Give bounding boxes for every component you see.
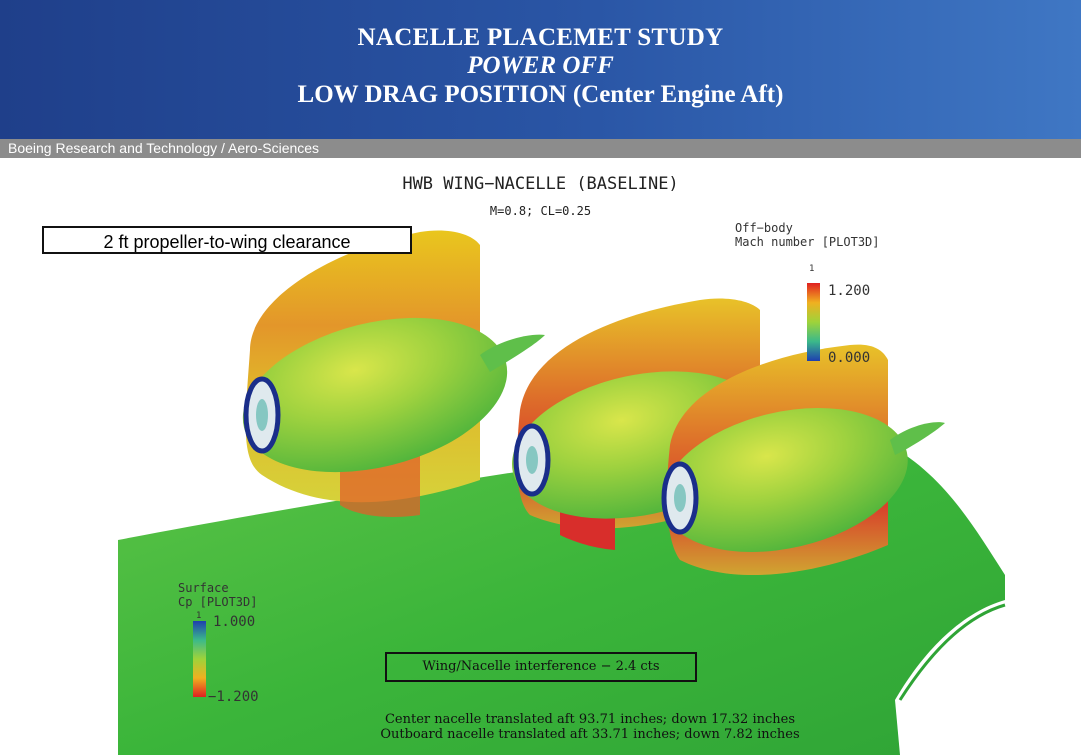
nacelle-right [661, 344, 945, 576]
surface-legend-title-2: Cp [PLOT3D] [178, 595, 258, 609]
surface-legend-max: 1.000 [213, 614, 256, 630]
surface-legend-min: −1.200 [208, 689, 259, 705]
header-position: LOW DRAG POSITION (Center Engine Aft) [297, 81, 784, 108]
nacelle-left [242, 230, 545, 517]
offbody-color-scale [807, 283, 820, 361]
offbody-legend-title-1: Off−body [735, 221, 793, 235]
org-label: Boeing Research and Technology / Aero-Sc… [8, 140, 320, 156]
header-condition: POWER OFF [467, 52, 614, 79]
offbody-legend-max: 1.200 [828, 283, 871, 299]
offbody-legend-min: 0.000 [828, 350, 871, 366]
surface-legend-title-1: Surface [178, 581, 229, 595]
wing-trailing-edge [895, 600, 1005, 755]
outboard-nacelle-note: Outboard nacelle translated aft 33.71 in… [380, 727, 800, 742]
plot-title: HWB WING−NACELLE (BASELINE) [402, 174, 679, 194]
surface-legend-index: 1 [196, 611, 202, 621]
offbody-legend-title-2: Mach number [PLOT3D] [735, 235, 880, 249]
clearance-callout: 2 ft propeller-to-wing clearance [42, 226, 412, 254]
header-title: NACELLE PLACEMET STUDY [357, 24, 724, 51]
offbody-legend-index: 1 [809, 264, 815, 274]
flow-conditions: M=0.8; CL=0.25 [489, 204, 592, 218]
center-nacelle-note: Center nacelle translated aft 93.71 inch… [384, 712, 796, 727]
org-bar: Boeing Research and Technology / Aero-Sc… [0, 139, 1081, 158]
interference-callout: Wing/Nacelle interference − 2.4 cts [385, 652, 697, 682]
slide-header: NACELLE PLACEMET STUDY POWER OFF LOW DRA… [0, 0, 1081, 139]
surface-cp-color-scale [193, 621, 206, 697]
